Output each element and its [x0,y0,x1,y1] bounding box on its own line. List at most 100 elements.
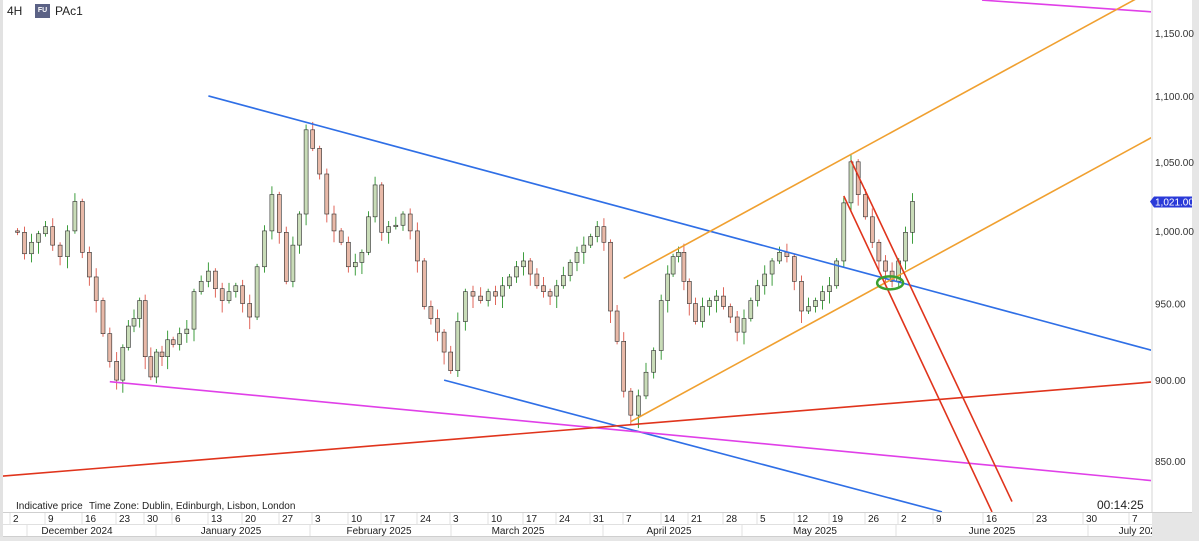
candle-body [170,339,176,345]
highlight-ellipse[interactable] [875,275,905,291]
candle [107,327,113,368]
candle-body [36,233,41,243]
candle [415,222,420,273]
candle [240,279,245,313]
magenta-trendline[interactable] [981,0,1175,13]
month-label: June 2025 [969,526,1016,537]
candle [651,347,656,379]
candle [428,300,434,325]
symbol-label[interactable]: PAc1 [55,4,83,18]
candle [131,309,137,333]
timeframe-label[interactable]: 4H [7,4,23,18]
magenta-trendline[interactable] [109,380,1176,483]
candle [581,236,587,264]
orange-trendline[interactable] [623,0,1176,280]
candle [93,268,99,313]
candle-body [421,260,427,307]
candle-body [352,262,358,268]
candle [541,276,546,298]
candle-body [594,226,600,237]
candle [507,274,512,289]
candle-body [869,216,875,243]
candle [670,253,676,277]
candle [317,145,322,180]
red-trendline[interactable] [843,195,993,512]
blue-trendline[interactable] [208,95,1175,357]
blue-trendline[interactable] [443,379,943,512]
candle-body [262,230,267,268]
bar-countdown: 00:14:25 [1097,498,1144,512]
candle [574,246,580,272]
red-trendline[interactable] [850,160,1013,502]
candle [120,344,126,393]
candle [863,189,868,220]
candle [400,211,406,231]
candle [889,262,895,288]
candle-body [43,226,48,235]
candle-body [415,230,420,262]
candle [338,228,344,246]
candle [359,249,365,275]
candle-body [247,303,252,318]
candle [728,303,733,324]
candle-body [428,306,434,319]
date-tick-label: 3 [453,514,459,525]
candle-body [841,202,847,262]
price-axis[interactable]: 1,150.00 1,100.00 1,050.00 1,000.00 950.00 90… [1150,29,1194,468]
candle-body [50,226,56,246]
candle [820,285,825,310]
candle [755,279,760,307]
date-tick-label: 17 [526,514,538,525]
candle-body [303,129,309,215]
date-tick-label: 27 [282,514,294,525]
candle [331,205,337,243]
candle [500,276,505,309]
candle-body [448,351,454,371]
candle [910,193,915,244]
month-label: December 2024 [41,526,113,537]
date-tick-label: 7 [1132,514,1138,525]
date-tick-label: 13 [211,514,223,525]
candle-body [407,213,413,232]
candle-body [863,194,868,218]
date-tick-label: 5 [760,514,766,525]
date-tick-label: 7 [626,514,632,525]
candle [693,297,698,325]
candle [721,287,726,310]
candle-body [485,291,491,301]
date-axis[interactable]: 2 9 16 23 30 6 13 20 27 3 10 17 24 3 10 17 24 31 7 14 21 28 5 1… [3,512,1199,541]
candle [841,197,847,267]
candle-body [676,252,681,257]
candle-body [777,252,782,262]
candle [588,233,593,248]
candle-body [910,201,915,233]
price-tick-label: 900.00 [1155,376,1186,387]
candle [366,211,371,256]
candle [714,290,719,313]
candle-body [762,273,768,287]
red-trendline[interactable] [0,380,1175,478]
candle [869,208,875,248]
candle-body [463,291,468,322]
date-tick-label: 10 [351,514,363,525]
trendlines-group[interactable] [0,0,1175,512]
candle-body [643,371,649,397]
candle [297,211,302,254]
candle [262,225,267,273]
candle-body [748,300,754,319]
candle-body [120,347,126,381]
candle-body [290,244,296,282]
candle-body [527,260,533,275]
right-border [1192,0,1199,541]
candle [43,221,48,237]
candle [372,176,378,223]
candle [441,329,447,365]
candle-body [297,213,302,246]
candle-body [29,241,34,255]
candle [554,279,560,309]
orange-trendline[interactable] [630,125,1176,423]
candle [233,282,239,298]
candle [876,239,882,270]
candle-body [65,230,70,257]
